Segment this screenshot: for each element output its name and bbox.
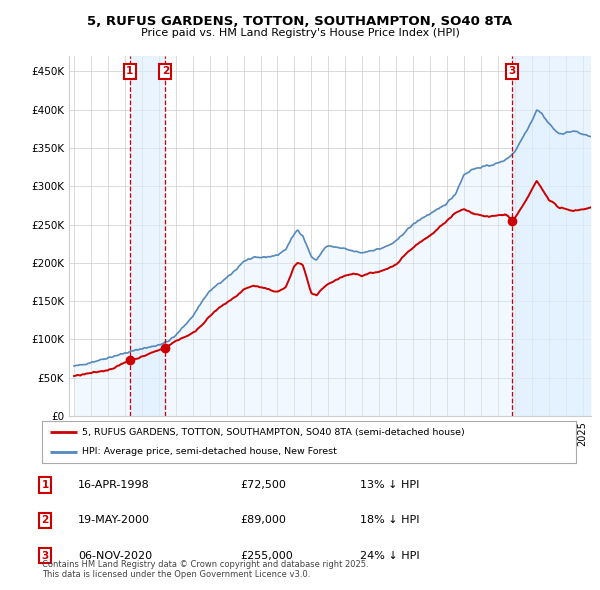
Text: 5, RUFUS GARDENS, TOTTON, SOUTHAMPTON, SO40 8TA (semi-detached house): 5, RUFUS GARDENS, TOTTON, SOUTHAMPTON, S… <box>82 428 465 437</box>
Text: 24% ↓ HPI: 24% ↓ HPI <box>360 551 419 560</box>
Text: 3: 3 <box>41 551 49 560</box>
Text: 16-APR-1998: 16-APR-1998 <box>78 480 150 490</box>
Text: 1: 1 <box>126 66 133 76</box>
Text: £255,000: £255,000 <box>240 551 293 560</box>
Text: 1: 1 <box>41 480 49 490</box>
Text: 3: 3 <box>509 66 516 76</box>
Text: Contains HM Land Registry data © Crown copyright and database right 2025.
This d: Contains HM Land Registry data © Crown c… <box>42 560 368 579</box>
Text: Price paid vs. HM Land Registry's House Price Index (HPI): Price paid vs. HM Land Registry's House … <box>140 28 460 38</box>
Text: 2: 2 <box>161 66 169 76</box>
Text: £72,500: £72,500 <box>240 480 286 490</box>
Text: HPI: Average price, semi-detached house, New Forest: HPI: Average price, semi-detached house,… <box>82 447 337 456</box>
Text: £89,000: £89,000 <box>240 516 286 525</box>
Text: 13% ↓ HPI: 13% ↓ HPI <box>360 480 419 490</box>
Text: 2: 2 <box>41 516 49 525</box>
Bar <box>512 56 591 416</box>
Text: 18% ↓ HPI: 18% ↓ HPI <box>360 516 419 525</box>
Text: 19-MAY-2000: 19-MAY-2000 <box>78 516 150 525</box>
Text: 5, RUFUS GARDENS, TOTTON, SOUTHAMPTON, SO40 8TA: 5, RUFUS GARDENS, TOTTON, SOUTHAMPTON, S… <box>88 15 512 28</box>
Bar <box>130 56 165 416</box>
Text: 06-NOV-2020: 06-NOV-2020 <box>78 551 152 560</box>
